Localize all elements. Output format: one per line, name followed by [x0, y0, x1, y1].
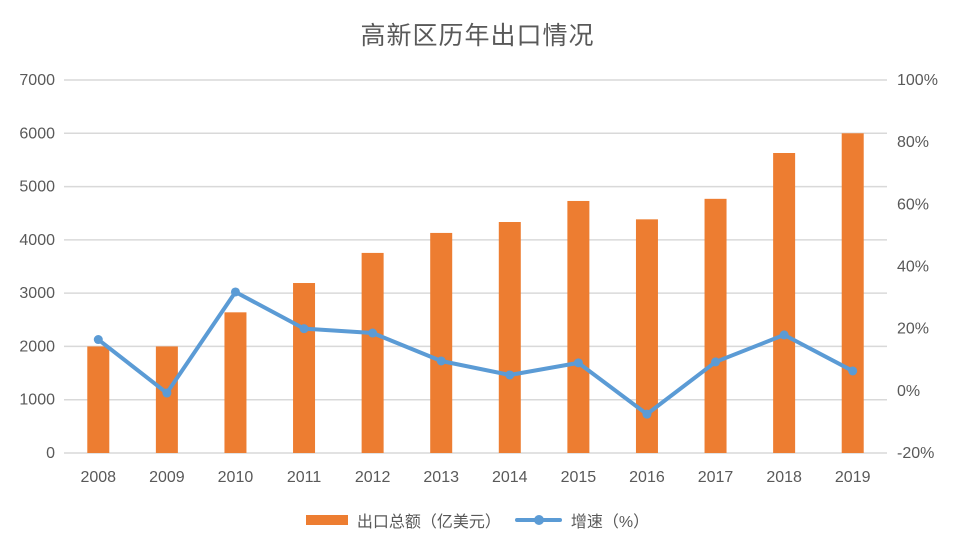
left-axis-tick-label: 5000	[19, 179, 55, 196]
x-axis-tick-label: 2008	[80, 469, 116, 486]
x-axis-tick-label: 2013	[423, 469, 459, 486]
x-axis-tick-label: 2011	[287, 469, 322, 486]
growth-rate-marker	[573, 358, 583, 368]
legend-item-exports: 出口总额（亿美元）	[305, 508, 501, 532]
growth-rate-marker	[93, 335, 103, 345]
left-axis-tick-label: 4000	[19, 232, 55, 249]
growth-rate-marker	[299, 324, 309, 334]
bar-export-total	[498, 222, 521, 453]
bar-export-total	[155, 346, 178, 453]
bar-series-swatch	[305, 515, 348, 525]
chart-title: 高新区历年出口情况	[360, 23, 595, 50]
bar-export-total	[361, 252, 384, 453]
growth-rate-marker	[711, 357, 721, 367]
x-axis-tick-label: 2010	[218, 469, 254, 486]
growth-rate-marker	[848, 366, 858, 376]
line-series-swatch	[514, 515, 562, 525]
growth-rate-marker	[162, 388, 172, 398]
bar-export-total	[430, 232, 453, 453]
growth-rate-line	[96, 289, 855, 417]
left-axis-tick-label: 2000	[19, 338, 55, 355]
right-axis-tick-label: 40%	[897, 259, 929, 276]
x-axis-tick-label: 2012	[355, 469, 391, 486]
bar-export-total	[567, 200, 590, 453]
x-axis-tick-label: 2015	[561, 469, 597, 486]
x-axis-tick-label: 2019	[835, 469, 871, 486]
left-axis-tick-label: 0	[46, 445, 55, 462]
right-axis-tick-label: 100%	[897, 72, 938, 89]
legend-label-exports: 出口总额（亿美元）	[356, 514, 501, 531]
growth-rate-marker	[505, 370, 515, 380]
left-axis-tick-label: 7000	[19, 72, 55, 89]
line-swatch-marker	[533, 515, 544, 525]
growth-rate-marker	[642, 409, 652, 419]
x-axis-tick-label: 2014	[492, 469, 528, 486]
bar-export-total	[704, 198, 727, 453]
x-axis-tick-label: 2016	[629, 469, 665, 486]
bar-export-total	[773, 153, 796, 453]
right-axis-tick-label: 20%	[897, 321, 929, 338]
legend-label-growth: 增速（%）	[570, 514, 650, 531]
growth-rate-marker	[779, 330, 789, 340]
bar-export-total	[293, 283, 316, 453]
right-axis-tick-label: 80%	[897, 134, 929, 151]
right-axis-tick-label: 60%	[897, 196, 929, 213]
bar-export-total	[87, 346, 110, 453]
growth-rate-marker	[230, 287, 240, 297]
growth-rate-marker	[368, 328, 378, 338]
x-axis-tick-label: 2009	[149, 469, 185, 486]
left-axis-tick-label: 6000	[19, 125, 55, 142]
growth-rate-marker	[436, 356, 446, 366]
right-axis-tick-label: 0%	[897, 383, 920, 400]
x-axis-tick-label: 2017	[698, 469, 734, 486]
x-axis-tick-label: 2018	[766, 469, 802, 486]
bar-export-total	[635, 219, 658, 453]
legend: 出口总额（亿美元） 增速（%）	[0, 508, 955, 532]
right-axis-tick-label: -20%	[897, 445, 934, 462]
bar-export-total	[224, 312, 247, 453]
bar-export-total	[841, 133, 864, 454]
legend-item-growth: 增速（%）	[514, 508, 650, 532]
left-axis-tick-label: 1000	[19, 392, 55, 409]
left-axis-tick-label: 3000	[19, 285, 55, 302]
